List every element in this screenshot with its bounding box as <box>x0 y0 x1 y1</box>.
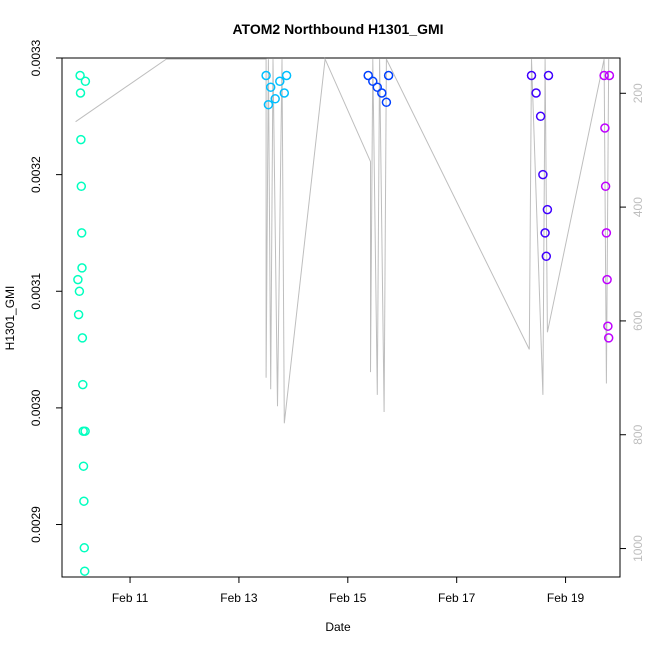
data-point <box>261 70 271 81</box>
x-axis-label: Date <box>325 620 351 634</box>
y2-tick-label: 400 <box>631 197 645 217</box>
data-point <box>541 251 552 262</box>
data-point <box>73 274 83 285</box>
data-point <box>265 82 276 92</box>
x-tick-label: Feb 19 <box>547 591 585 605</box>
data-point <box>77 263 87 273</box>
chart-title: ATOM2 Northbound H1301_GMI <box>232 21 443 37</box>
x-tick-label: Feb 11 <box>112 591 149 605</box>
y2-tick-label: 1000 <box>631 535 645 562</box>
data-point <box>76 181 87 192</box>
data-point <box>526 70 537 81</box>
data-point <box>79 496 89 506</box>
data-point <box>531 88 541 98</box>
data-point <box>263 99 274 110</box>
data-point <box>538 169 548 180</box>
data-point <box>77 333 88 343</box>
y-tick-label: 0.0033 <box>29 39 43 76</box>
data-point <box>603 333 614 343</box>
pressure-line <box>75 57 610 424</box>
data-point <box>74 286 85 297</box>
data-point <box>270 94 280 104</box>
data-point <box>599 70 609 81</box>
y2-tick-label: 800 <box>631 424 645 444</box>
secondary-y-axis: 200 400 600 800 1000 <box>620 83 645 562</box>
data-point <box>368 76 378 87</box>
data-point <box>78 379 88 390</box>
y-tick-label: 0.0031 <box>29 273 43 310</box>
data-point <box>377 88 387 98</box>
data-point <box>80 76 91 87</box>
data-point <box>601 228 612 238</box>
data-point <box>372 82 383 92</box>
data-point <box>73 309 84 320</box>
plot-frame <box>61 57 621 578</box>
y-axis: 0.0029 0.0030 0.0031 0.0032 0.0033 <box>29 39 62 543</box>
x-tick-label: Feb 13 <box>220 591 258 605</box>
data-points <box>73 70 615 576</box>
data-point <box>75 88 86 98</box>
data-point <box>75 70 85 81</box>
x-tick-label: Feb 15 <box>329 591 367 605</box>
data-point <box>76 134 86 145</box>
data-point <box>275 76 285 87</box>
y-tick-label: 0.0029 <box>29 506 43 543</box>
y-axis-label: H1301_GMI <box>3 286 17 351</box>
data-point <box>600 123 610 133</box>
data-point <box>79 543 90 553</box>
data-point <box>604 70 615 81</box>
pressure-series-line <box>75 57 610 424</box>
data-point <box>381 97 392 108</box>
y2-tick-label: 200 <box>631 83 645 103</box>
data-point <box>80 426 90 436</box>
data-point <box>542 204 553 215</box>
y2-tick-label: 600 <box>631 311 645 331</box>
data-point <box>363 70 373 81</box>
data-point <box>602 274 612 285</box>
data-point <box>603 321 613 331</box>
y-tick-label: 0.0032 <box>29 156 43 193</box>
x-axis: Feb 11 Feb 13 Feb 15 Feb 17 Feb 19 <box>112 577 585 605</box>
data-point <box>543 70 554 81</box>
x-tick-label: Feb 17 <box>438 591 476 605</box>
data-point <box>79 566 90 576</box>
data-point <box>600 181 611 192</box>
data-point <box>78 461 89 471</box>
data-point <box>76 228 87 238</box>
data-point <box>383 70 394 81</box>
data-point <box>540 228 550 238</box>
plot-area <box>61 57 621 578</box>
data-point <box>279 88 290 98</box>
y-tick-label: 0.0030 <box>29 389 43 426</box>
data-point <box>281 70 292 81</box>
data-point <box>535 111 546 122</box>
